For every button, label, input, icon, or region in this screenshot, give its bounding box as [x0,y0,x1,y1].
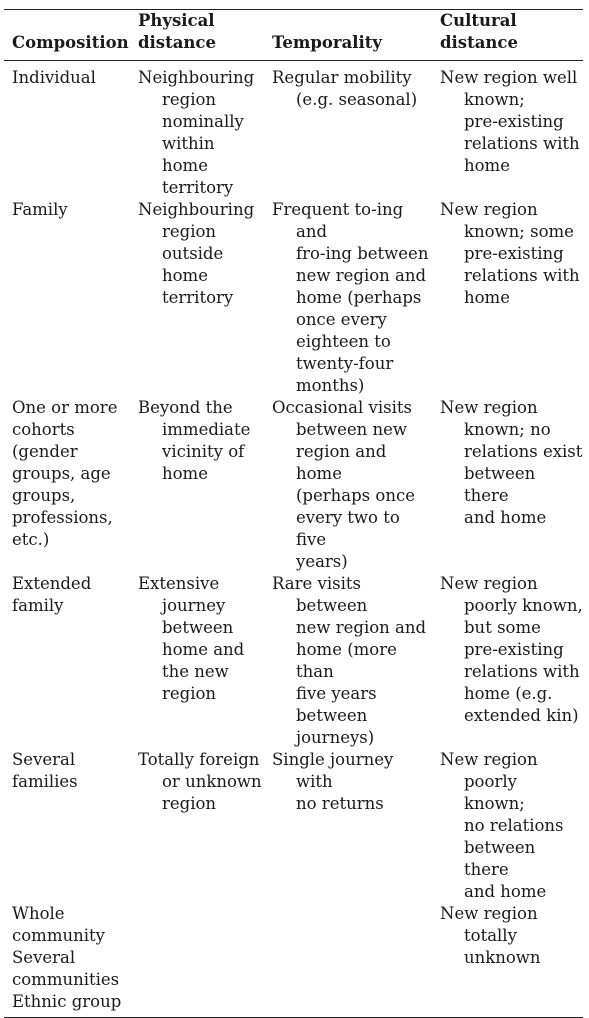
table-row: Whole community Several communities Ethn… [4,903,583,1013]
table-body: Individual Neighbouring region nominally… [4,61,583,1013]
cell-composition: One or more cohorts (gender groups, age … [12,398,118,549]
cell-temporality: Rare visits between new region and home … [272,574,427,747]
table-row: Individual Neighbouring region nominally… [4,67,583,199]
cell-composition: Family [12,200,68,219]
cell-physical-distance: Extensive journey between home and the n… [138,574,245,703]
header-temporality: Temporality [272,33,383,52]
cell-physical-distance: Totally foreign or unknown region [138,750,262,813]
table-row: Extended family Extensive journey betwee… [4,573,583,749]
cell-physical-distance: Beyond the immediate vicinity of home [138,398,251,483]
cell-cultural-distance: New region poorly known; no relations be… [440,750,564,901]
cell-physical-distance: Neighbouring region outside home territo… [138,200,255,307]
cell-temporality: Frequent to-ing and fro-ing between new … [272,200,429,395]
cell-temporality [264,903,432,1013]
cell-physical-distance [130,903,264,1013]
cell-cultural-distance: New region well known; pre-existing rela… [440,68,580,175]
cell-physical-distance: Neighbouring region nominally within hom… [138,68,255,197]
migration-table: Composition Physical distance Temporalit… [4,9,583,1018]
table-row: Several families Totally foreign or unkn… [4,749,583,903]
cell-cultural-distance: New region known; some pre-existing rela… [440,200,580,307]
header-physical-distance: Physical distance [138,11,216,52]
table-row: One or more cohorts (gender groups, age … [4,397,583,573]
header-rule [4,60,583,61]
cell-composition: Several families [12,750,78,791]
cell-cultural-distance: New region poorly known, but some pre-ex… [440,574,583,725]
cell-composition: Whole community Several communities Ethn… [12,904,122,1011]
cell-cultural-distance: New region totally unknown [440,904,541,967]
cell-temporality: Occasional visits between new region and… [272,398,415,571]
cell-composition: Extended family [12,574,92,615]
table-row: Family Neighbouring region outside home … [4,199,583,397]
cell-temporality: Single journey with no returns [272,750,394,813]
cell-temporality: Regular mobility (e.g. seasonal) [272,68,418,109]
header-composition: Composition [12,33,129,52]
cell-cultural-distance: New region known; no relations exist bet… [440,398,583,527]
header-cultural-distance: Cultural distance [440,11,518,52]
cell-composition: Individual [12,68,96,87]
table-header: Composition Physical distance Temporalit… [4,10,583,60]
top-rule [4,9,583,10]
